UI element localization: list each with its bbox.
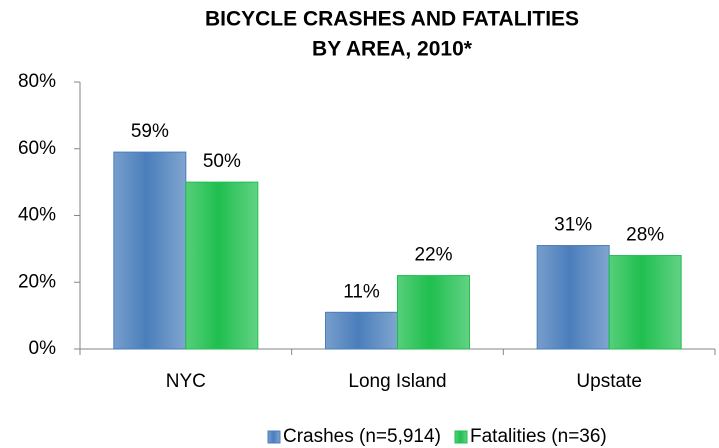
bar bbox=[397, 275, 470, 350]
y-tick-label: 60% bbox=[18, 138, 56, 159]
bar bbox=[325, 311, 398, 350]
x-tick-label: Long Island bbox=[348, 371, 446, 392]
value-label: 50% bbox=[203, 151, 241, 172]
bar bbox=[536, 245, 610, 350]
y-tick-label: 40% bbox=[18, 205, 56, 226]
x-tick-label: Upstate bbox=[576, 371, 641, 392]
legend-label: Crashes (n=5,914) bbox=[283, 426, 441, 447]
value-label: 28% bbox=[626, 225, 664, 246]
bar bbox=[185, 181, 259, 350]
x-tick-label: NYC bbox=[166, 371, 206, 392]
chart-title: BICYCLE CRASHES AND FATALITIES bbox=[205, 8, 579, 31]
value-label: 11% bbox=[343, 281, 380, 302]
bar bbox=[113, 151, 187, 350]
value-label: 31% bbox=[554, 215, 592, 236]
y-tick-label: 80% bbox=[18, 71, 56, 92]
value-label: 22% bbox=[414, 245, 452, 266]
chart-title: BY AREA, 2010* bbox=[312, 38, 473, 61]
legend-swatch bbox=[454, 430, 468, 444]
legend-label: Fatalities (n=36) bbox=[470, 426, 607, 447]
value-label: 59% bbox=[131, 121, 169, 142]
bar bbox=[608, 255, 682, 350]
y-tick-label: 20% bbox=[18, 271, 56, 292]
legend-swatch bbox=[267, 430, 281, 444]
y-tick-label: 0% bbox=[29, 338, 57, 359]
